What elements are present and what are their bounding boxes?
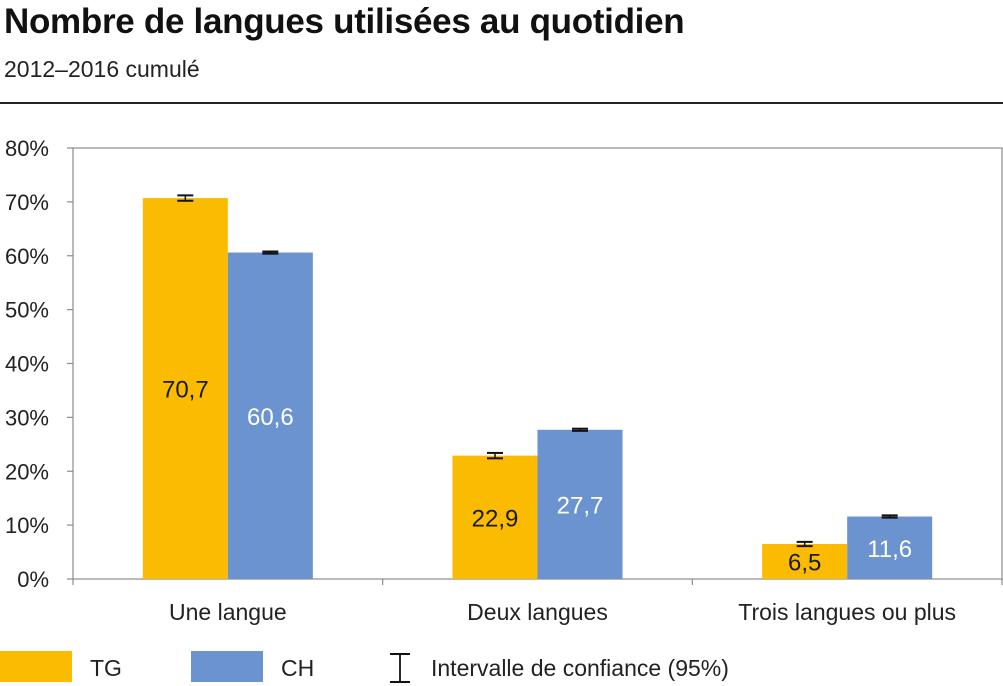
legend-label-ch: CH — [281, 655, 314, 681]
y-tick-label: 50% — [5, 298, 49, 323]
chart-title: Nombre de langues utilisées au quotidien — [4, 2, 685, 41]
data-label: 70,7 — [162, 377, 209, 404]
bar-ch — [847, 516, 933, 579]
x-category-label: Trois langues ou plus — [738, 599, 956, 625]
legend-ci-label: Intervalle de confiance (95%) — [431, 655, 729, 681]
y-tick-label: 80% — [5, 136, 49, 161]
legend-swatch-ch — [191, 651, 263, 682]
bar-tg — [452, 455, 538, 579]
x-category-label: Deux langues — [467, 599, 608, 625]
y-tick-label: 0% — [17, 567, 49, 592]
bar-tg — [142, 198, 228, 579]
y-tick-label: 40% — [5, 352, 49, 377]
data-label: 22,9 — [472, 505, 519, 532]
data-label: 6,5 — [788, 549, 821, 576]
data-label: 11,6 — [867, 536, 912, 563]
data-label: 60,6 — [247, 404, 294, 431]
legend-label-tg: TG — [90, 655, 122, 681]
data-label: 27,7 — [557, 492, 604, 519]
legend-swatch-tg — [0, 651, 72, 682]
chart-subtitle: 2012–2016 cumulé — [4, 56, 200, 82]
bar-ch — [227, 252, 313, 579]
y-tick-label: 70% — [5, 190, 49, 215]
y-tick-label: 20% — [5, 459, 49, 484]
title-divider — [0, 102, 1003, 104]
bar-tg — [762, 543, 848, 579]
bar-ch — [537, 429, 623, 579]
x-category-label: Une langue — [169, 599, 287, 625]
y-tick-label: 60% — [5, 244, 49, 269]
y-tick-label: 10% — [5, 513, 49, 538]
y-tick-label: 30% — [5, 405, 49, 430]
